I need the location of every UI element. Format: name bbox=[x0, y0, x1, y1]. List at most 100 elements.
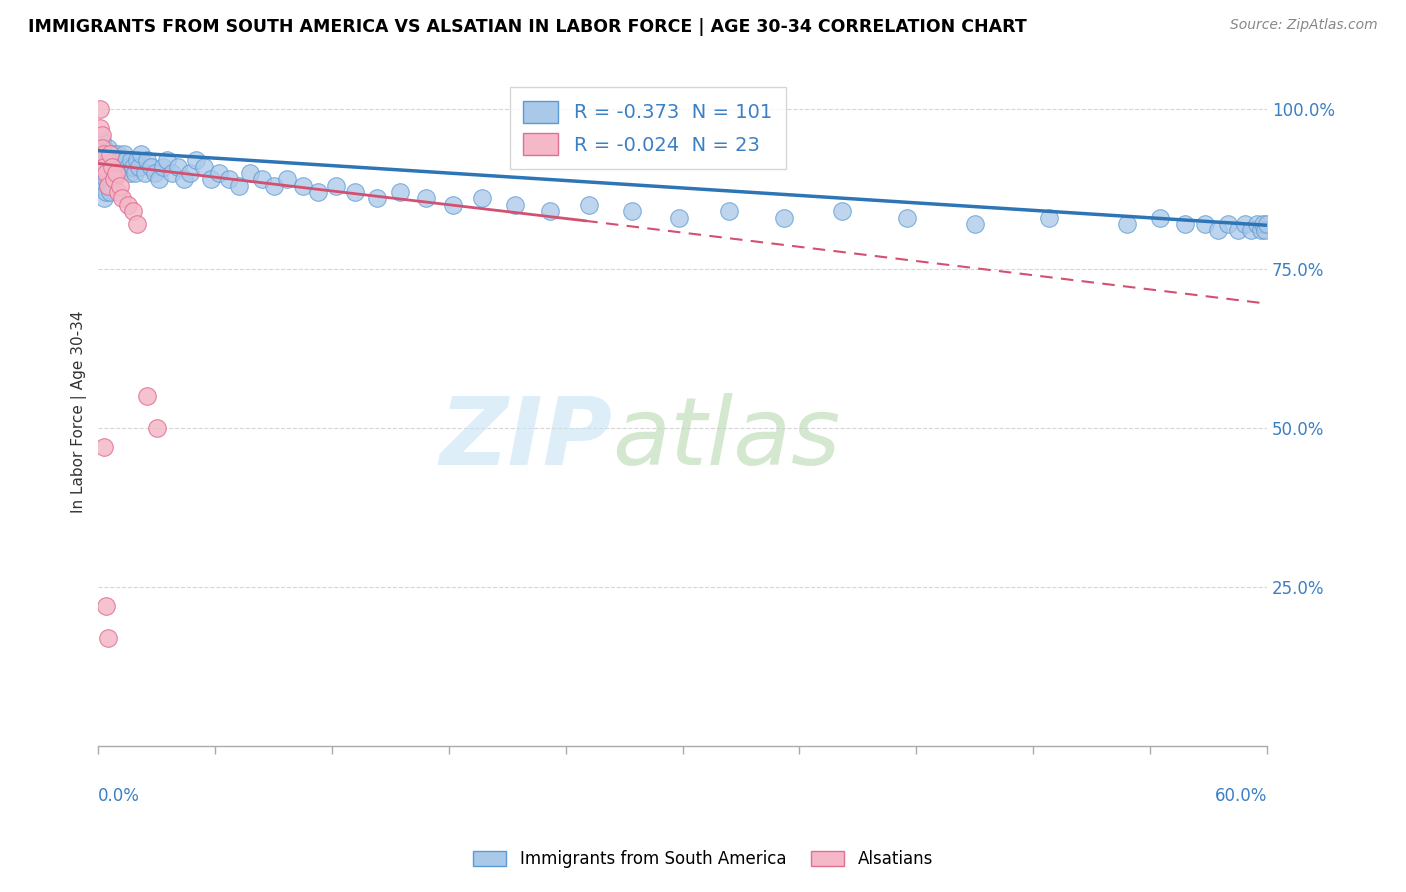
Point bbox=[1240, 223, 1263, 237]
Point bbox=[103, 160, 125, 174]
Point bbox=[101, 178, 124, 193]
Text: 60.0%: 60.0% bbox=[1215, 787, 1267, 805]
Point bbox=[117, 160, 139, 174]
Point bbox=[389, 185, 412, 199]
Point bbox=[98, 185, 121, 199]
Point bbox=[122, 204, 145, 219]
Point bbox=[98, 172, 121, 186]
Point bbox=[963, 217, 986, 231]
Point bbox=[91, 134, 114, 148]
Point bbox=[98, 147, 121, 161]
Point bbox=[91, 178, 114, 193]
Point bbox=[1174, 217, 1197, 231]
Point bbox=[93, 160, 115, 174]
Point bbox=[127, 153, 149, 168]
Point bbox=[94, 172, 117, 186]
Point bbox=[620, 204, 643, 219]
Point bbox=[107, 147, 129, 161]
Point bbox=[111, 160, 134, 174]
Point bbox=[122, 160, 145, 174]
Point bbox=[111, 192, 134, 206]
Point bbox=[1226, 223, 1249, 237]
Point bbox=[896, 211, 918, 225]
Point bbox=[263, 178, 285, 193]
Point bbox=[162, 166, 184, 180]
Point bbox=[101, 153, 124, 168]
Point bbox=[441, 198, 464, 212]
Point bbox=[193, 160, 215, 174]
Point bbox=[146, 421, 169, 435]
Point bbox=[97, 178, 120, 193]
Point bbox=[94, 185, 117, 199]
Point bbox=[97, 153, 120, 168]
Point bbox=[114, 153, 136, 168]
Point bbox=[91, 166, 114, 180]
Point bbox=[831, 204, 853, 219]
Point bbox=[117, 198, 139, 212]
Point bbox=[1194, 217, 1216, 231]
Point bbox=[1149, 211, 1171, 225]
Point bbox=[1115, 217, 1137, 231]
Point bbox=[128, 160, 150, 174]
Point bbox=[228, 178, 250, 193]
Point bbox=[1234, 217, 1257, 231]
Text: IMMIGRANTS FROM SOUTH AMERICA VS ALSATIAN IN LABOR FORCE | AGE 30-34 CORRELATION: IMMIGRANTS FROM SOUTH AMERICA VS ALSATIA… bbox=[28, 18, 1026, 36]
Text: atlas: atlas bbox=[613, 393, 841, 484]
Point bbox=[89, 147, 111, 161]
Point bbox=[97, 140, 120, 154]
Point bbox=[94, 166, 117, 180]
Point bbox=[89, 103, 111, 117]
Point bbox=[239, 166, 262, 180]
Point bbox=[307, 185, 329, 199]
Point bbox=[120, 153, 142, 168]
Point bbox=[1216, 217, 1239, 231]
Point bbox=[118, 166, 141, 180]
Point bbox=[108, 153, 131, 168]
Point bbox=[1250, 223, 1272, 237]
Point bbox=[124, 166, 146, 180]
Point bbox=[103, 172, 125, 186]
Point bbox=[104, 166, 127, 180]
Point bbox=[94, 147, 117, 161]
Text: 0.0%: 0.0% bbox=[98, 787, 141, 805]
Point bbox=[91, 153, 114, 168]
Point bbox=[97, 178, 120, 193]
Point bbox=[97, 631, 120, 645]
Legend: R = -0.373  N = 101, R = -0.024  N = 23: R = -0.373 N = 101, R = -0.024 N = 23 bbox=[509, 87, 786, 169]
Point bbox=[208, 166, 231, 180]
Point bbox=[108, 178, 131, 193]
Point bbox=[93, 153, 115, 168]
Point bbox=[129, 147, 152, 161]
Point bbox=[93, 147, 115, 161]
Point bbox=[93, 440, 115, 454]
Point bbox=[89, 160, 111, 174]
Point bbox=[325, 178, 347, 193]
Point bbox=[139, 160, 162, 174]
Point bbox=[415, 192, 437, 206]
Text: ZIP: ZIP bbox=[440, 392, 613, 484]
Point bbox=[179, 166, 201, 180]
Point bbox=[200, 172, 222, 186]
Point bbox=[503, 198, 526, 212]
Point bbox=[127, 217, 149, 231]
Point bbox=[103, 147, 125, 161]
Point bbox=[91, 140, 114, 154]
Point bbox=[136, 389, 159, 403]
Point bbox=[98, 160, 121, 174]
Point bbox=[104, 166, 127, 180]
Legend: Immigrants from South America, Alsatians: Immigrants from South America, Alsatians bbox=[467, 844, 939, 875]
Point bbox=[1254, 223, 1277, 237]
Point bbox=[104, 153, 127, 168]
Point bbox=[344, 185, 367, 199]
Point bbox=[1206, 223, 1229, 237]
Point bbox=[218, 172, 240, 186]
Point bbox=[101, 166, 124, 180]
Point bbox=[578, 198, 600, 212]
Point bbox=[97, 166, 120, 180]
Point bbox=[1246, 217, 1268, 231]
Point bbox=[773, 211, 796, 225]
Point bbox=[366, 192, 388, 206]
Point bbox=[93, 192, 115, 206]
Point bbox=[91, 128, 114, 142]
Point bbox=[112, 147, 135, 161]
